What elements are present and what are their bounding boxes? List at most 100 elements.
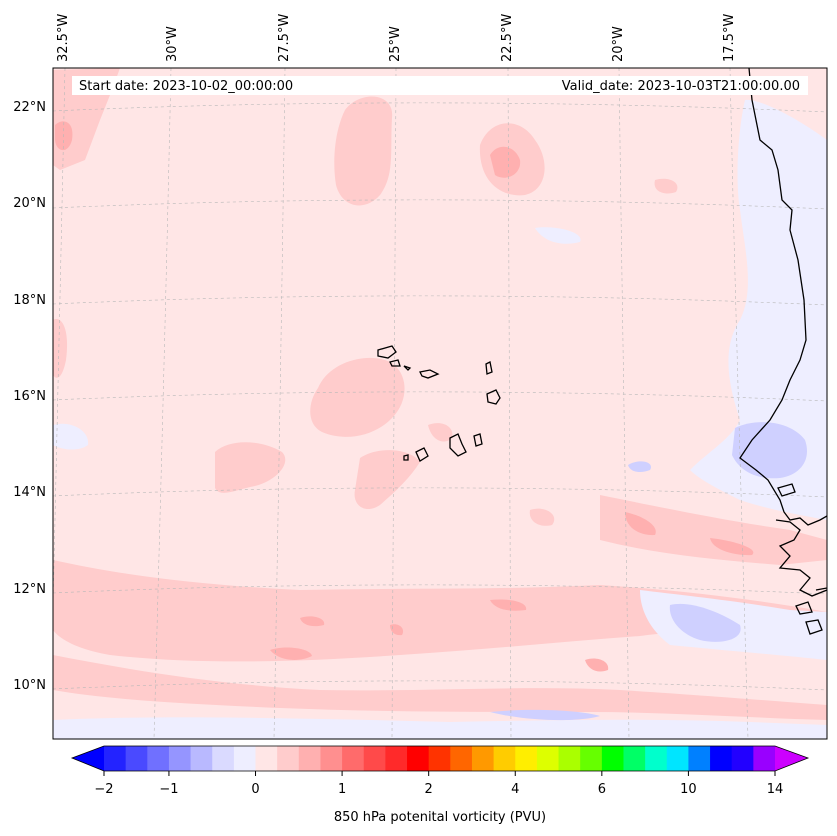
pv-neg-strong xyxy=(669,603,741,642)
gridline-lat xyxy=(53,487,827,498)
colorbar-swatch xyxy=(255,746,278,771)
colorbar-swatch xyxy=(125,746,148,771)
lat-label: 16°N xyxy=(13,389,46,404)
colorbar-swatch xyxy=(428,746,451,771)
pv-neg-strong xyxy=(490,709,600,721)
african-coastline xyxy=(739,68,827,635)
date-banner-bg xyxy=(72,76,808,95)
lat-label: 18°N xyxy=(13,293,46,308)
pv-blob xyxy=(215,442,286,493)
pv-blob-strong xyxy=(490,599,527,611)
colorbar-swatch xyxy=(753,746,776,771)
colorbar-swatch xyxy=(233,746,257,771)
colorbar-swatch xyxy=(580,746,603,771)
colorbar-swatches xyxy=(104,746,776,771)
pv-blob-strong xyxy=(625,512,656,536)
pv-neg-region xyxy=(53,423,89,450)
lat-label: 12°N xyxy=(13,582,46,597)
pv-blob-strong xyxy=(270,647,312,660)
colorbar-swatch xyxy=(558,746,581,771)
colorbar-swatch xyxy=(666,746,689,771)
colorbar-swatch xyxy=(320,746,343,771)
coastline xyxy=(777,483,796,497)
pv-blob xyxy=(529,508,555,526)
colorbar-tick-label: 0 xyxy=(251,782,259,797)
pv-band-south xyxy=(53,560,827,662)
lon-label: 27.5°W xyxy=(277,14,292,62)
colorbar-swatch xyxy=(450,746,473,771)
colorbar-swatch xyxy=(147,746,170,771)
colorbar-tick-label: 4 xyxy=(511,782,519,797)
pv-blob-strong xyxy=(390,624,404,636)
colorbar-swatch xyxy=(104,746,127,771)
pv-blob-strong xyxy=(490,146,521,178)
colorbar-tick-label: 2 xyxy=(425,782,433,797)
lon-label: 32.5°W xyxy=(56,14,71,62)
pv-blob xyxy=(310,357,405,437)
island-coast xyxy=(419,369,440,379)
pv-neg-region xyxy=(535,227,581,244)
lon-labels: 32.5°W 30°W 27.5°W 25°W 22.5°W 20°W 17.5… xyxy=(56,14,737,62)
cape-verde-islands xyxy=(377,345,501,462)
coastline xyxy=(805,619,823,635)
coastline xyxy=(739,68,827,526)
gridline-lat xyxy=(53,295,827,306)
lat-label: 20°N xyxy=(13,196,46,211)
island-coast xyxy=(403,365,412,371)
pv-contours-negative-strong xyxy=(490,422,808,721)
colorbar-swatch xyxy=(212,746,235,771)
island-coast xyxy=(403,454,409,461)
colorbar-swatch xyxy=(363,746,386,771)
colorbar-swatch xyxy=(688,746,711,771)
colorbar-swatch xyxy=(407,746,430,771)
lat-label: 10°N xyxy=(13,678,46,693)
gridline-lat xyxy=(53,584,827,595)
pv-neg-region xyxy=(690,99,827,521)
map-frame xyxy=(52,67,828,740)
lon-label: 17.5°W xyxy=(722,14,737,62)
pv-neg-region xyxy=(53,717,827,739)
lat-label: 14°N xyxy=(13,485,46,500)
island-coast xyxy=(485,361,493,375)
pv-blob-strong xyxy=(300,616,325,627)
gridline-lon xyxy=(53,68,66,621)
gridline-lon xyxy=(273,68,286,739)
gridlines xyxy=(53,68,827,739)
colorbar-swatch xyxy=(601,746,624,771)
pv-contours-positive xyxy=(53,68,827,720)
colorbar-extend-max xyxy=(775,746,808,771)
colorbar-extend-min xyxy=(72,746,104,771)
colorbar-label: 850 hPa potenital vorticity (PVU) xyxy=(334,810,546,825)
colorbar-swatch xyxy=(385,746,408,771)
lat-label: 22°N xyxy=(13,100,46,115)
pv-blob xyxy=(428,423,453,442)
colorbar-swatch xyxy=(536,746,560,771)
pv-band-north xyxy=(600,495,827,565)
coastline xyxy=(795,601,813,615)
colorbar-tick-label: 1 xyxy=(338,782,346,797)
colorbar: −2 −1 0 1 2 4 6 10 14 850 hPa potenital vorticit… xyxy=(70,745,810,825)
lon-label: 22.5°W xyxy=(500,14,515,62)
colorbar-tick-label: −1 xyxy=(159,782,178,797)
pv-blob xyxy=(654,178,678,194)
gridline-lon xyxy=(153,68,172,739)
gridline-lon xyxy=(507,68,512,739)
gridline-lat xyxy=(53,102,827,113)
island-coast xyxy=(449,433,467,457)
coastline xyxy=(815,587,827,591)
lon-label: 20°W xyxy=(611,26,626,62)
pv-band-south xyxy=(53,655,827,720)
colorbar-swatch xyxy=(168,746,192,771)
colorbar-swatch xyxy=(493,746,516,771)
island-coast xyxy=(473,433,483,447)
pv-blob xyxy=(334,96,393,206)
gridline-lat xyxy=(53,199,827,210)
gridline-lon xyxy=(391,68,397,739)
pv-blob xyxy=(53,319,68,378)
valid-date: Valid_date: 2023-10-03T21:00:00.00 xyxy=(562,79,800,94)
lon-label: 25°W xyxy=(388,26,403,62)
colorbar-tick-label: 14 xyxy=(767,782,784,797)
gridline-lat xyxy=(53,391,827,402)
colorbar-tick-label: −2 xyxy=(94,782,113,797)
